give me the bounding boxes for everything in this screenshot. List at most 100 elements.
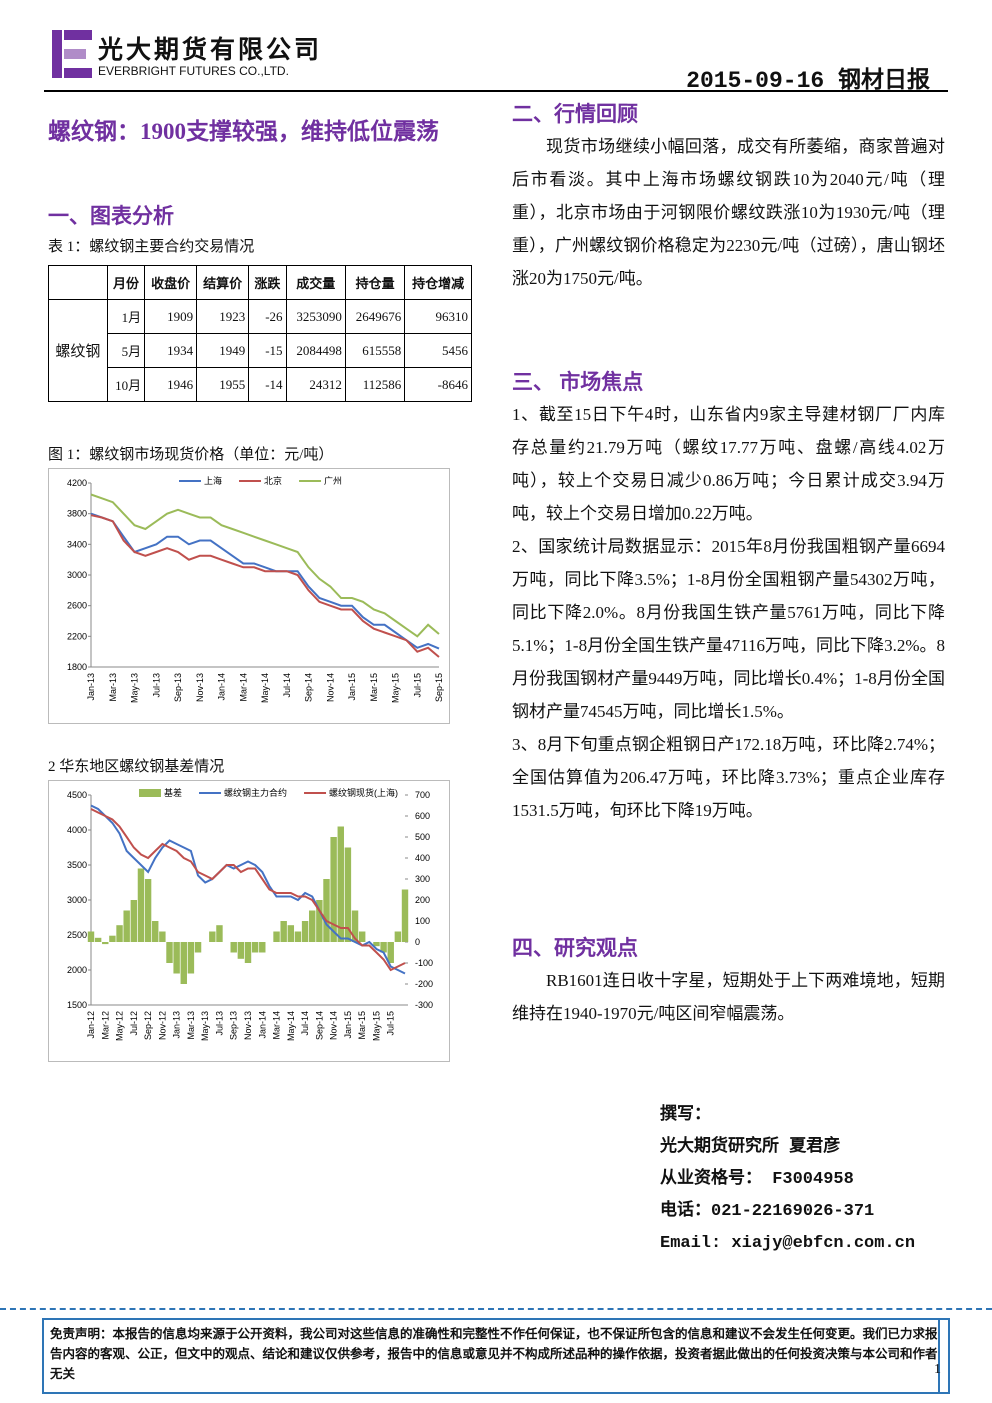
y2-tick-label: 0 <box>415 937 420 947</box>
y-tick-label: 1500 <box>67 1000 87 1010</box>
x-tick-label: Mar-12 <box>100 1011 110 1040</box>
y-tick-label: 3000 <box>67 895 87 905</box>
series-line <box>90 804 406 975</box>
x-tick-label: Jan-13 <box>172 1011 182 1039</box>
x-tick-label: Nov-14 <box>325 673 335 702</box>
bar <box>94 937 102 942</box>
y2-tick-label: 200 <box>415 895 430 905</box>
bar <box>116 925 123 942</box>
bar <box>309 910 316 942</box>
y-tick-label: 3500 <box>67 860 87 870</box>
x-tick-label: Sep-13 <box>229 1011 239 1040</box>
x-tick-label: Sep-14 <box>304 673 314 702</box>
table-cell: 2084498 <box>285 333 346 368</box>
bar <box>173 942 180 974</box>
paragraph: 1、截至15日下午4时，山东省内9家主导建材钢厂厂内库存总量约21.79万吨（螺… <box>512 405 945 523</box>
x-tick-label: Jan-14 <box>257 1011 267 1039</box>
x-tick-label: Mar-15 <box>357 1011 367 1040</box>
table-cell: 96310 <box>404 299 472 334</box>
table: 月份 收盘价 结算价 涨跌 成交量 持仓量 持仓增减 螺纹钢 1月 1909 1923 -26 3253… <box>48 265 472 402</box>
table-cell: -15 <box>248 333 287 368</box>
table-row: 月份 收盘价 结算价 涨跌 成交量 持仓量 持仓增减 <box>48 265 472 300</box>
bar <box>216 925 223 942</box>
x-tick-label: Jul-15 <box>386 1011 396 1036</box>
y2-tick-label: -200 <box>415 979 433 989</box>
footer-border <box>938 1318 950 1394</box>
bar <box>237 942 245 959</box>
bar <box>230 942 237 953</box>
x-tick-label: Mar-13 <box>186 1011 196 1040</box>
bar <box>102 942 109 945</box>
x-tick-label: May-15 <box>391 673 401 703</box>
bar <box>166 942 173 963</box>
bar <box>358 931 366 942</box>
table-cell: 5月 <box>106 333 146 368</box>
table-cell: 1923 <box>196 299 250 334</box>
x-tick-label: Jan-14 <box>217 673 227 701</box>
legend-label: 螺纹钢主力合约 <box>224 787 287 798</box>
x-tick-label: Sep-12 <box>143 1011 153 1040</box>
x-tick-label: Jan-15 <box>343 1011 353 1039</box>
table-header: 持仓增减 <box>404 265 472 300</box>
x-tick-label: Jul-13 <box>151 673 161 698</box>
table-cell: 5456 <box>404 333 472 368</box>
series-line <box>90 512 440 650</box>
x-tick-label: Sep-14 <box>314 1011 324 1040</box>
table-cell: -14 <box>248 367 287 402</box>
section-title: 一、图表分析 <box>48 204 174 228</box>
y-tick-label: 2600 <box>67 601 87 611</box>
y2-tick-label: 700 <box>415 790 430 800</box>
bar <box>344 847 352 942</box>
table-header: 持仓量 <box>344 265 406 300</box>
series-line <box>90 808 406 972</box>
footer-rule <box>0 1308 992 1310</box>
chart: 1800 2200 2600 3000 3400 3800 4200 Jan-13 Mar-13… <box>48 468 450 724</box>
page-number: 1 <box>934 1362 941 1377</box>
author-line: 电话：021-22169026-371 <box>660 1202 875 1221</box>
bar <box>401 889 409 942</box>
date: 2015-09-16 <box>686 68 825 94</box>
bar <box>373 942 380 947</box>
x-tick-label: Jul-14 <box>300 1011 310 1036</box>
x-tick-label: Nov-13 <box>243 1011 253 1040</box>
legend-label: 基差 <box>164 787 182 798</box>
series-line <box>90 514 440 658</box>
x-tick-label: Jul-15 <box>412 673 422 698</box>
author-block: 撰写： 光大期货研究所 夏君彦 从业资格号： F3004958 电话：021-2… <box>660 1100 915 1260</box>
bar <box>259 942 266 953</box>
x-tick-label: Jan-12 <box>86 1011 96 1039</box>
x-tick-label: May-12 <box>115 1011 125 1041</box>
y-tick-label: 2200 <box>67 631 87 641</box>
bar <box>194 942 202 953</box>
x-tick-label: May-14 <box>260 673 270 703</box>
y-tick-label: 3400 <box>67 539 87 549</box>
bar <box>130 900 138 942</box>
bar <box>244 942 252 963</box>
table-cell: 1955 <box>196 367 250 402</box>
table-cell: -8646 <box>404 367 472 402</box>
author-line: 撰写： <box>660 1106 711 1125</box>
logo <box>52 30 92 78</box>
bar <box>387 942 394 963</box>
disclaimer: 免责声明：本报告的信息均来源于公开资料，我公司对这些信息的准确性和完整性不作任何… <box>42 1318 948 1394</box>
bar <box>152 921 159 942</box>
chart-caption: 图 1：螺纹钢市场现货价格（单位：元/吨） <box>48 447 334 463</box>
y-tick-label: 4500 <box>67 790 87 800</box>
bar <box>301 921 309 942</box>
table-row: 螺纹钢 1月 1909 1923 -26 3253090 2649676 96310 <box>48 299 472 402</box>
x-tick-label: Jul-12 <box>129 1011 139 1036</box>
bar <box>337 826 344 942</box>
bar <box>144 879 152 942</box>
x-tick-label: Jul-14 <box>282 673 292 698</box>
table-header: 成交量 <box>285 265 346 300</box>
table-cell: 615558 <box>344 333 406 368</box>
bar <box>323 879 330 942</box>
table-caption: 表 1：螺纹钢主要合约交易情况 <box>48 239 255 255</box>
table-row-label: 螺纹钢 <box>48 299 108 402</box>
y-tick-label: 4200 <box>67 478 87 488</box>
author-line: 光大期货研究所 夏君彦 <box>660 1138 841 1157</box>
bar <box>273 931 280 942</box>
section-title: 二、行情回顾 <box>512 102 638 126</box>
table-cell: -26 <box>248 299 287 334</box>
